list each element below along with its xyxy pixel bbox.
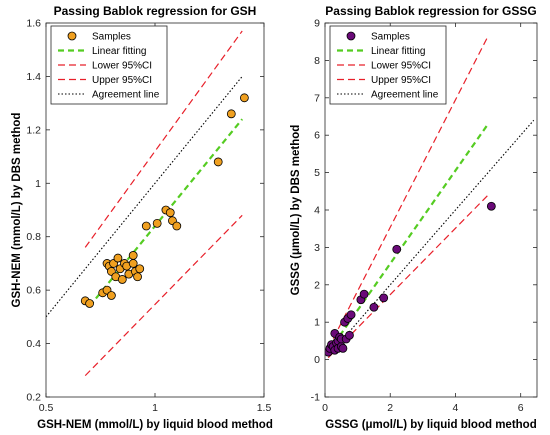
legend-label-lower-95-ci: Lower 95%CI xyxy=(371,61,431,72)
y-axis-label: GSH-NEM (mmol/L) by DBS method xyxy=(11,113,23,308)
sample-point xyxy=(172,221,182,231)
y-tick-label: 0 xyxy=(314,354,320,366)
y-axis-label: GSSG (μmol/L) by DBS method xyxy=(290,125,302,296)
series-line-lower-95-ci xyxy=(327,194,489,359)
sample-point xyxy=(152,218,162,228)
y-tick-label: 1 xyxy=(314,317,320,329)
legend-swatch-samples xyxy=(67,31,77,41)
y-tick-label: 0.2 xyxy=(26,392,41,404)
x-axis-label: GSH-NEM (mmol/L) by liquid blood method xyxy=(37,419,273,431)
y-tick-label: 1.2 xyxy=(26,124,41,136)
plot-content xyxy=(46,30,249,377)
sample-point xyxy=(392,244,402,254)
sample-point xyxy=(128,251,138,260)
legend-label-lower-95-ci: Lower 95%CI xyxy=(92,61,152,72)
sample-point xyxy=(135,264,145,274)
sample-point xyxy=(117,275,127,284)
y-tick-label: 6 xyxy=(314,130,320,142)
y-tick-label: 0.6 xyxy=(26,285,41,297)
sample-point xyxy=(107,291,116,300)
legend-label-samples: Samples xyxy=(371,32,410,43)
sample-point xyxy=(128,259,138,268)
series-line-upper-95-ci xyxy=(327,35,489,349)
sample-point xyxy=(165,208,175,218)
sample-point xyxy=(113,253,123,263)
y-tick-label: 1 xyxy=(35,178,41,190)
sample-point xyxy=(359,289,369,299)
series-line-upper-95-ci xyxy=(84,30,243,248)
series-line-agreement-line xyxy=(46,76,243,318)
series-line-lower-95-ci xyxy=(84,214,243,377)
chart-title: Passing Bablok regression for GSH xyxy=(54,4,257,18)
sample-point xyxy=(346,310,356,320)
x-tick-label: 0 xyxy=(322,402,328,414)
chart-panel-1: 0.5 1 1.5 0.2 0.4 0.6 0.8 1 1.2 1.4 1.6 Passing Bab… xyxy=(11,4,273,431)
y-tick-label: -1 xyxy=(311,392,320,404)
sample-point xyxy=(379,293,389,303)
x-tick-label: 2 xyxy=(387,402,393,414)
y-tick-label: 9 xyxy=(314,18,320,30)
legend-label-agreement-line: Agreement line xyxy=(92,90,160,101)
legend: Samples Linear fitting Lower 95%CI Upper 95… xyxy=(329,25,447,105)
y-tick-label: 3 xyxy=(314,242,320,254)
legend-label-samples: Samples xyxy=(92,32,131,43)
legend-swatch-samples xyxy=(346,31,356,41)
sample-point xyxy=(486,201,496,211)
sample-point xyxy=(338,343,348,353)
y-tick-label: 7 xyxy=(314,92,320,104)
legend-label-upper-95-ci: Upper 95%CI xyxy=(92,75,152,86)
y-tick-label: 1.6 xyxy=(26,18,41,30)
legend-label-agreement-line: Agreement line xyxy=(371,90,439,101)
sample-point xyxy=(133,272,142,282)
y-tick-label: 5 xyxy=(314,167,320,179)
legend-label-linear-fitting: Linear fitting xyxy=(371,46,425,57)
y-tick-label: 0.8 xyxy=(26,231,41,243)
plot-content xyxy=(325,35,535,359)
y-tick-label: 1.4 xyxy=(26,71,41,83)
x-tick-label: 1 xyxy=(152,402,158,414)
sample-point xyxy=(141,221,151,231)
x-tick-label: 6 xyxy=(518,402,524,414)
y-tick-label: 4 xyxy=(314,205,320,217)
legend-label-upper-95-ci: Upper 95%CI xyxy=(371,75,431,86)
chart-title: Passing Bablok regression for GSSG xyxy=(325,4,536,18)
x-axis-label: GSSG (μmol/L) by liquid blood method xyxy=(325,419,536,431)
y-tick-label: 0.4 xyxy=(26,338,41,350)
legend: Samples Linear fitting Lower 95%CI Upper 95… xyxy=(50,25,168,105)
y-tick-label: 8 xyxy=(314,55,320,67)
y-tick-label: 2 xyxy=(314,279,320,291)
sample-point xyxy=(85,299,94,308)
sample-point xyxy=(239,93,249,103)
x-tick-label: 4 xyxy=(453,402,459,414)
x-tick-label: 0.5 xyxy=(39,402,54,414)
series-line-linear-fitting xyxy=(327,123,489,353)
x-tick-label: 1.5 xyxy=(257,402,272,414)
sample-point xyxy=(226,109,236,119)
sample-point xyxy=(369,302,379,312)
legend-label-linear-fitting: Linear fitting xyxy=(92,46,146,57)
sample-point xyxy=(345,330,354,340)
sample-point xyxy=(213,157,223,167)
